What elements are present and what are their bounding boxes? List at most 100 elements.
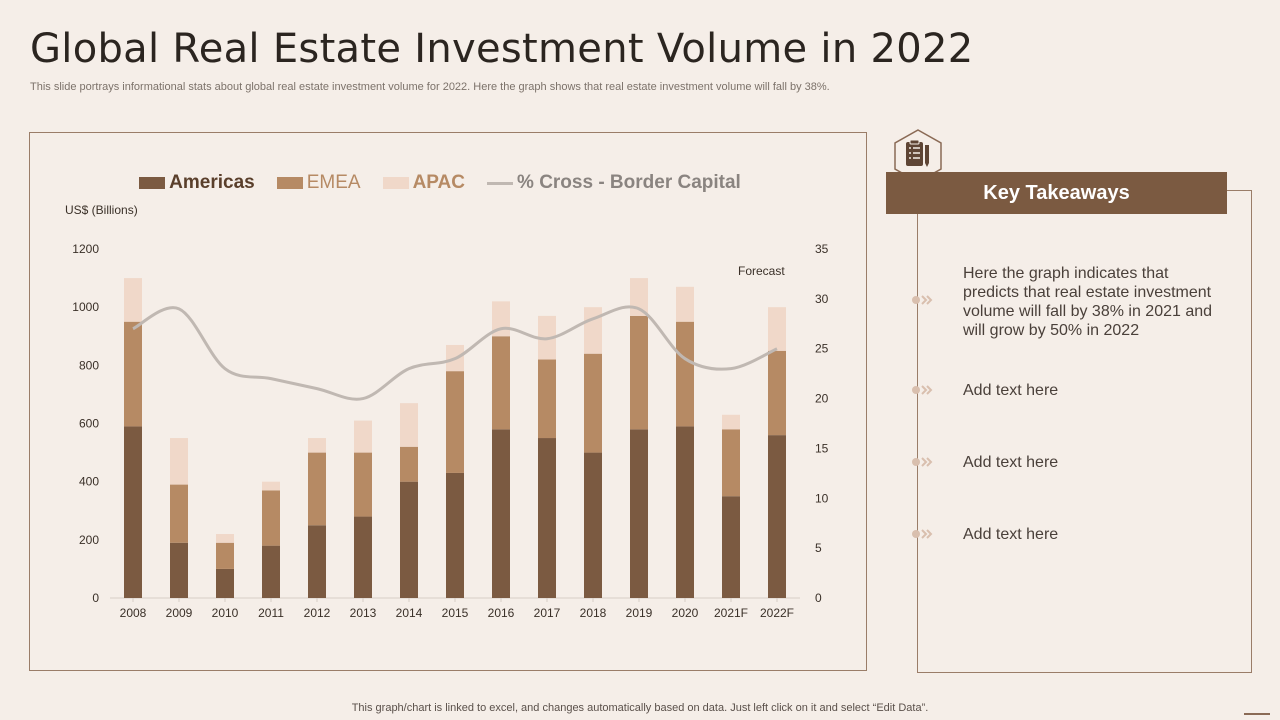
bar-apac-2012 [308, 438, 326, 453]
x-tick-label-2020: 2020 [672, 606, 699, 620]
bar-americas-2017 [538, 438, 556, 598]
y2-tick-label: 0 [815, 591, 822, 605]
x-tick-label-2011: 2011 [258, 606, 284, 620]
y2-tick-label: 5 [815, 541, 822, 555]
bar-emea-2020 [676, 321, 694, 427]
bar-emea-2022f [768, 350, 786, 436]
bar-americas-2021f [722, 496, 740, 598]
corner-divider [1244, 713, 1270, 715]
bar-emea-2019 [630, 315, 648, 430]
bar-emea-2016 [492, 336, 510, 430]
y-tick-label: 800 [79, 358, 99, 372]
page-title: Global Real Estate Investment Volume in … [30, 26, 974, 72]
bar-americas-2010 [216, 568, 234, 598]
legend-line-swatch [487, 181, 514, 185]
bar-apac-2013 [354, 420, 372, 453]
bar-americas-2013 [354, 516, 372, 598]
bar-apac-2021f [722, 414, 740, 430]
y2-tick-label: 20 [815, 392, 829, 406]
bar-apac-2022f [768, 307, 786, 351]
bullet-icon [912, 295, 933, 305]
x-tick-label-2009: 2009 [166, 606, 193, 620]
takeaway-text-4: Add text here [963, 526, 1059, 543]
line-cross-border-capital [132, 305, 778, 401]
x-tick-label-2019: 2019 [626, 606, 653, 620]
legend-label-apac: APAC [412, 172, 466, 193]
bar-americas-2012 [308, 525, 326, 598]
bar-emea-2008 [124, 321, 142, 427]
y-tick-label: 1000 [72, 300, 99, 314]
x-tick-label-2016: 2016 [488, 606, 515, 620]
y2-tick-label: 25 [815, 342, 829, 356]
takeaway-text-1: Here the graph indicates that predicts t… [963, 265, 1213, 339]
chart-frame [29, 132, 867, 671]
bar-americas-2018 [584, 452, 602, 598]
y2-tick-label: 10 [815, 491, 829, 505]
bar-americas-2009 [170, 542, 188, 598]
bar-americas-2016 [492, 429, 510, 598]
x-tick-label-2021f: 2021F [714, 606, 748, 620]
bar-americas-2019 [630, 429, 648, 598]
y2-tick-label: 30 [815, 292, 829, 306]
bar-americas-2008 [124, 426, 142, 598]
y-tick-label: 1200 [72, 242, 99, 256]
y2-tick-label: 35 [815, 242, 829, 256]
takeaways-header: Key Takeaways [886, 172, 1227, 214]
bar-apac-2020 [676, 286, 694, 322]
forecast-annotation: Forecast [738, 264, 785, 278]
x-tick-label-2013: 2013 [350, 606, 377, 620]
chart-legend: Americas EMEA APAC % Cross - Border Capi… [120, 172, 760, 194]
x-tick-label-2022f: 2022F [760, 606, 794, 620]
takeaway-text-3: Add text here [963, 454, 1059, 471]
y-tick-label: 0 [92, 591, 99, 605]
bullet-icon [912, 385, 933, 395]
x-tick-label-2017: 2017 [534, 606, 561, 620]
bar-apac-2008 [124, 278, 142, 322]
bar-emea-2014 [400, 446, 418, 482]
legend-item-cross-border: % Cross - Border Capital [487, 172, 741, 194]
bar-apac-2011 [262, 481, 280, 491]
bar-americas-2015 [446, 472, 464, 598]
legend-swatch-emea [276, 177, 303, 189]
bullet-icon [912, 457, 933, 467]
legend-label-americas: Americas [169, 172, 255, 193]
x-tick-label-2015: 2015 [442, 606, 469, 620]
x-tick-label-2010: 2010 [212, 606, 239, 620]
x-tick-label-2012: 2012 [304, 606, 331, 620]
bar-emea-2017 [538, 359, 556, 439]
legend-item-apac: APAC [382, 172, 466, 194]
takeaways-panel [917, 190, 1252, 673]
y2-tick-label: 15 [815, 441, 829, 455]
bar-emea-2015 [446, 371, 464, 473]
legend-swatch-apac [382, 177, 409, 189]
bar-apac-2009 [170, 438, 188, 485]
legend-swatch-americas [139, 177, 166, 189]
bar-apac-2014 [400, 403, 418, 447]
bar-emea-2018 [584, 353, 602, 453]
y-tick-label: 200 [79, 533, 99, 547]
y-tick-label: 400 [79, 475, 99, 489]
bar-americas-2011 [262, 545, 280, 598]
x-tick-label-2018: 2018 [580, 606, 607, 620]
bar-emea-2010 [216, 542, 234, 569]
y-tick-label: 600 [79, 417, 99, 431]
bar-emea-2009 [170, 484, 188, 543]
bar-emea-2011 [262, 490, 280, 546]
bullet-icon [912, 529, 933, 539]
bar-apac-2010 [216, 534, 234, 543]
footer-note: This graph/chart is linked to excel, and… [351, 702, 929, 714]
takeaway-text-2: Add text here [963, 382, 1059, 399]
x-tick-label-2008: 2008 [120, 606, 147, 620]
legend-label-cross-border: % Cross - Border Capital [517, 172, 741, 193]
page-subtitle: This slide portrays informational stats … [30, 81, 830, 93]
bar-americas-2020 [676, 426, 694, 598]
bar-emea-2013 [354, 452, 372, 517]
y-axis-unit-label: US$ (Billions) [65, 203, 138, 217]
bar-apac-2018 [584, 307, 602, 354]
bar-americas-2014 [400, 481, 418, 598]
bar-americas-2022f [768, 435, 786, 598]
bar-emea-2012 [308, 452, 326, 526]
bar-emea-2021f [722, 429, 740, 497]
x-tick-label-2014: 2014 [396, 606, 423, 620]
